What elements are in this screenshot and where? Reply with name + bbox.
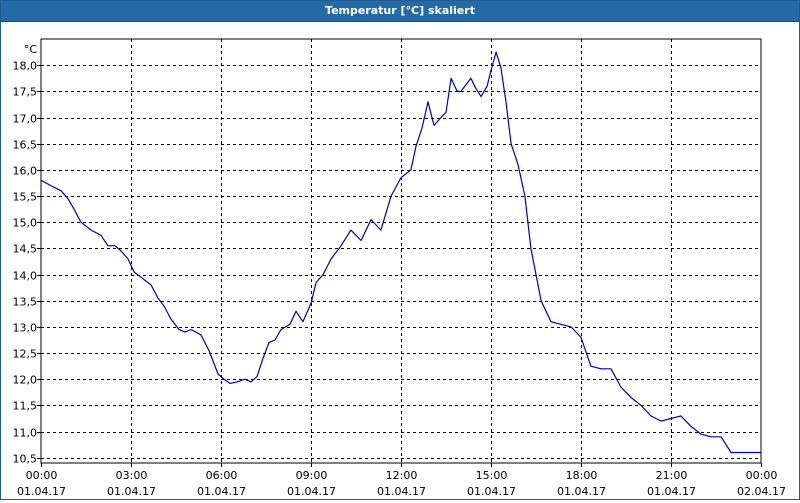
y-tick-label: 15,5: [13, 191, 38, 204]
y-tick-label: 18,0: [13, 60, 38, 73]
x-tick-time-label: 18:00: [566, 469, 598, 482]
y-tick-label: 10,5: [13, 453, 38, 466]
x-tick-date-label: 01.04.17: [377, 485, 426, 498]
y-tick-label: 16,0: [13, 165, 38, 178]
x-tick-date-label: 01.04.17: [287, 485, 336, 498]
x-tick-time-label: 12:00: [386, 469, 418, 482]
y-tick-label: 14,0: [13, 270, 38, 283]
temperature-line-chart: 10,5 11,0 11,5 12,0 12,5 13,0 13,5 14,0 14,5 15,0…: [13, 38, 786, 498]
y-tick-label: 17,0: [13, 113, 38, 126]
y-tick-label: 12,0: [13, 374, 38, 387]
x-tick-time-label: 09:00: [296, 469, 328, 482]
y-tick-label: 11,0: [13, 427, 38, 440]
y-tick-label: 11,5: [13, 400, 38, 413]
y-tick-label: 16,5: [13, 139, 38, 152]
x-tick-date-label: 01.04.17: [197, 485, 246, 498]
x-tick-time-label: 00:00: [26, 469, 58, 482]
chart-area: 10,5 11,0 11,5 12,0 12,5 13,0 13,5 14,0 14,5 15,0…: [1, 22, 799, 499]
y-tick-label: 14,5: [13, 243, 38, 256]
x-tick-time-label: 15:00: [476, 469, 508, 482]
y-tick-label: 13,0: [13, 322, 38, 335]
y-tick-label: 12,5: [13, 348, 38, 361]
x-tick-date-label: 01.04.17: [107, 485, 156, 498]
x-tick-date-label: 01.04.17: [647, 485, 696, 498]
x-tick-time-label: 21:00: [656, 469, 688, 482]
window-title: Temperatur [°C] skaliert: [1, 1, 799, 22]
x-tick-time-label: 06:00: [206, 469, 238, 482]
y-tick-label: 15,0: [13, 217, 38, 230]
x-tick-date-label: 01.04.17: [17, 485, 66, 498]
temperature-series-line: [40, 51, 761, 454]
x-tick-date-label: 01.04.17: [557, 485, 606, 498]
y-tick-label: 17,5: [13, 86, 38, 99]
x-tick-time-label: 00:00: [746, 469, 778, 482]
y-tick-label: 13,5: [13, 296, 38, 309]
x-tick-time-label: 03:00: [116, 469, 148, 482]
x-tick-date-label: 01.04.17: [467, 485, 516, 498]
y-unit-label: °C: [24, 43, 38, 56]
x-tick-date-label: 02.04.17: [737, 485, 786, 498]
